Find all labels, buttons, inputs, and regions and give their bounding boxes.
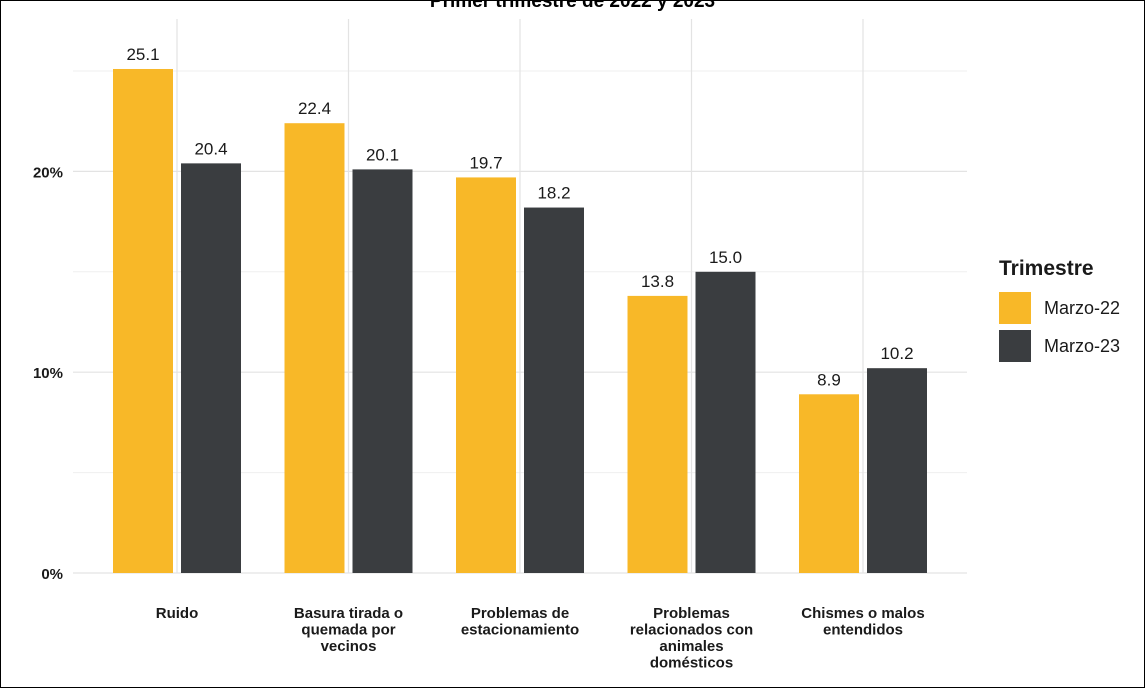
y-tick-label: 0% [41,566,63,583]
value-label: 19.7 [469,153,502,172]
x-tick-label: animales [659,638,723,655]
bar [352,169,413,573]
legend-label: Marzo-23 [1044,335,1121,356]
value-label: 8.9 [817,370,841,389]
bar [799,394,859,573]
x-tick-label: quemada por [301,622,395,639]
x-tick-label: Problemas [653,605,730,622]
x-tick-label: vecinos [321,638,377,655]
y-tick-label: 20% [33,164,63,181]
legend-swatch [999,330,1031,362]
x-tick-label: Problemas de [471,605,569,622]
value-label: 10.2 [880,344,913,363]
x-tick-label: entendidos [823,622,903,639]
legend-title: Trimestre [999,257,1094,280]
bar [181,163,241,574]
legend-label: Marzo-22 [1044,297,1121,318]
bar [695,271,756,573]
x-tick-label: Chismes o malos [801,605,924,622]
legend-item-marzo-22: Marzo-22 [999,289,1120,327]
value-label: 15.0 [709,248,742,267]
value-label: 20.1 [366,145,399,164]
value-label: 20.4 [194,139,227,158]
x-tick-label: relacionados con [630,622,753,639]
bar [627,295,688,573]
x-tick-label: Basura tirada o [294,605,403,622]
legend: Trimestre Marzo-22 Marzo-23 [999,257,1120,365]
value-label: 13.8 [641,272,674,291]
chart-title: Primer trimestre de 2022 y 2023 [429,0,716,12]
bar [867,368,927,573]
value-label: 25.1 [126,45,159,64]
bar [524,207,584,573]
legend-swatch [999,292,1031,324]
bar [456,177,516,573]
value-label: 18.2 [537,184,570,203]
x-tick-label: Ruido [156,605,199,622]
legend-item-marzo-23: Marzo-23 [999,327,1120,365]
bar [113,68,173,573]
x-tick-label: estacionamiento [461,622,579,639]
y-tick-label: 10% [33,365,63,382]
bar [284,123,345,573]
x-tick-label: domésticos [650,655,733,672]
value-label: 22.4 [298,99,331,118]
